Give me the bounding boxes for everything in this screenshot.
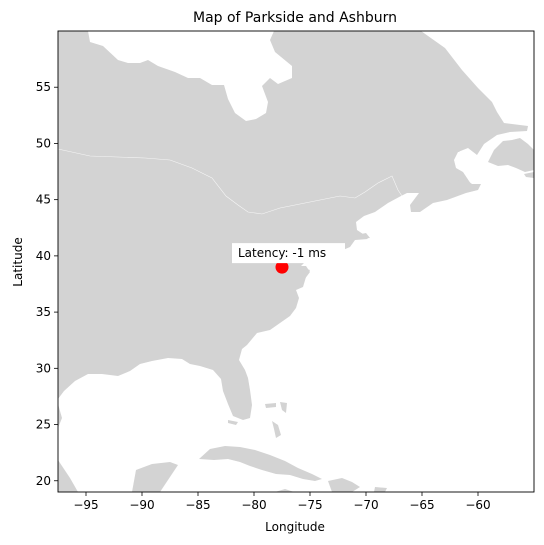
land-newfoundland-tip [524, 172, 534, 178]
us-canada-border [57, 148, 403, 215]
plot-frame [57, 30, 535, 493]
y-tick-label: 35 [36, 305, 51, 319]
land-pei [430, 182, 444, 187]
map-title: Map of Parkside and Ashburn [193, 10, 397, 26]
land-jamaica [275, 489, 294, 492]
marker-layer [275, 260, 289, 274]
y-axis-label: Latitude [11, 237, 25, 286]
y-tick-label: 40 [36, 249, 51, 263]
x-tick-label: −75 [297, 498, 322, 512]
land-bahamas-2 [280, 402, 287, 413]
y-tick-label: 25 [36, 418, 51, 432]
x-axis-label: Longitude [265, 520, 325, 534]
land-newfoundland [488, 138, 534, 172]
land-cuba [199, 446, 322, 481]
land-bahamas-1 [265, 403, 276, 408]
land-cape-breton [454, 178, 472, 188]
land-puerto-rico [374, 487, 387, 492]
y-tick-label: 55 [36, 80, 51, 94]
y-axis: 20 25 30 35 40 45 50 55 [36, 80, 58, 488]
land-bahamas-3 [272, 421, 281, 438]
x-tick-label: −90 [129, 498, 154, 512]
land-hispaniola [328, 478, 360, 492]
x-tick-label: −80 [241, 498, 266, 512]
land-yucatan [58, 460, 78, 492]
y-tick-label: 30 [36, 361, 51, 375]
x-tick-label: −85 [185, 498, 210, 512]
annotation-layer: Latency: -1 ms [232, 243, 345, 264]
x-tick-label: −65 [409, 498, 434, 512]
land-north-america [58, 31, 528, 420]
land-florida-keys [228, 420, 238, 425]
plot-area: Latency: -1 ms [57, 31, 534, 492]
land-anticosti [430, 146, 460, 152]
land-long-island [352, 233, 370, 239]
x-tick-label: −95 [73, 498, 98, 512]
latency-annotation: Latency: -1 ms [238, 246, 326, 260]
location-marker[interactable] [275, 260, 289, 274]
land-delmarva [296, 266, 310, 280]
x-tick-label: −60 [465, 498, 490, 512]
x-tick-label: −70 [353, 498, 378, 512]
land-layer [58, 31, 534, 492]
land-central-america [132, 462, 178, 492]
border-lines [57, 148, 403, 215]
y-tick-label: 50 [36, 136, 51, 150]
annotation-box [232, 243, 345, 264]
y-tick-label: 45 [36, 193, 51, 207]
land-mexico-gulf-coast [58, 404, 62, 428]
y-tick-label: 20 [36, 474, 51, 488]
x-axis: −95 −90 −85 −80 −75 −70 −65 −60 [73, 492, 491, 512]
